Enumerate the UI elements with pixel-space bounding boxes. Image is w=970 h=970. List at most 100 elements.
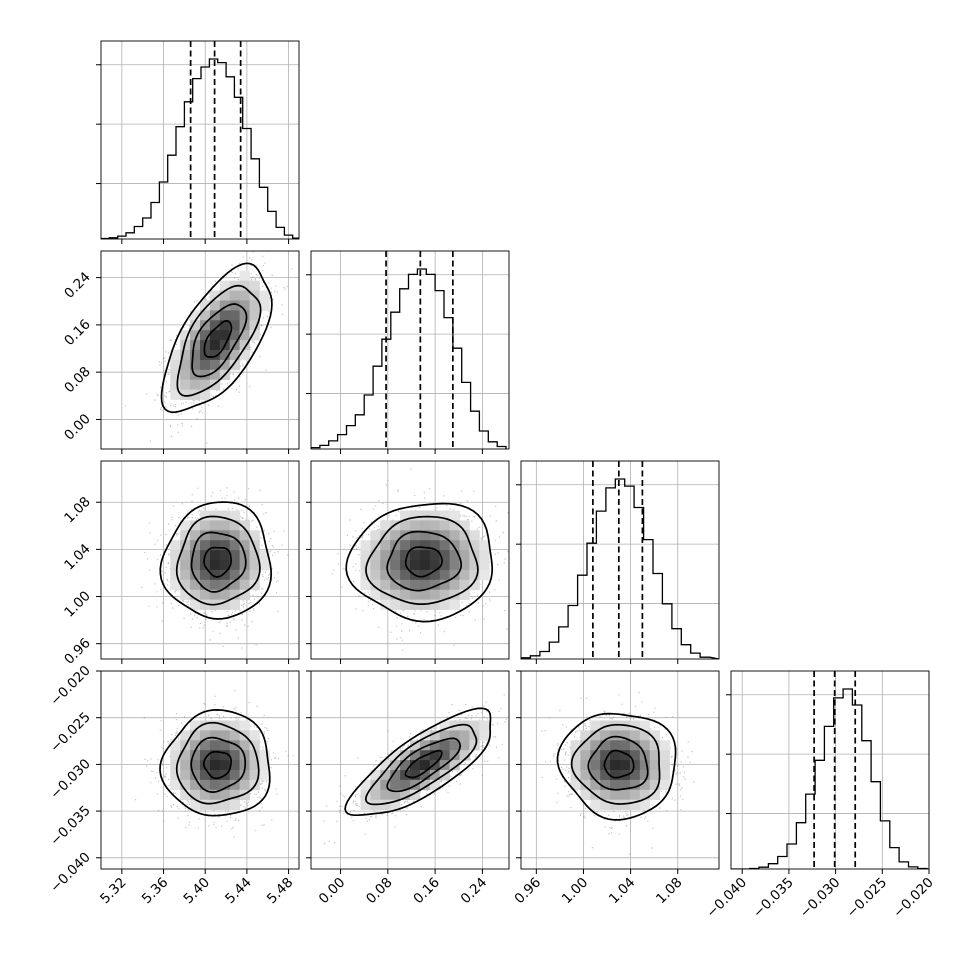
density-cell bbox=[620, 799, 631, 810]
density-cell bbox=[190, 789, 201, 801]
y-tick-label: 1.00 bbox=[61, 588, 94, 621]
x-tick-label: 5.36 bbox=[139, 875, 172, 908]
density-cell bbox=[629, 730, 641, 741]
density-cell bbox=[209, 359, 221, 371]
density-cell bbox=[249, 550, 260, 561]
density-cell bbox=[600, 750, 611, 761]
density-cell bbox=[429, 750, 441, 761]
density-cell bbox=[219, 310, 231, 321]
density-cell bbox=[170, 750, 181, 761]
x-tick-label: 0.08 bbox=[363, 875, 396, 908]
density-cell bbox=[190, 320, 201, 331]
density-cell bbox=[259, 560, 270, 571]
density-cell bbox=[600, 779, 611, 791]
density-cell bbox=[610, 760, 621, 771]
density-cell bbox=[610, 779, 621, 791]
density-cell bbox=[390, 569, 401, 581]
density-cell bbox=[190, 720, 201, 731]
density-cell bbox=[400, 569, 411, 581]
density-cell bbox=[170, 760, 181, 771]
density-cell bbox=[380, 550, 391, 561]
density-cell bbox=[610, 750, 621, 761]
density-cell bbox=[239, 530, 250, 541]
density-cell bbox=[180, 589, 191, 600]
density-cell bbox=[200, 359, 211, 371]
density-cell bbox=[479, 540, 490, 551]
density-cell bbox=[659, 779, 670, 791]
density-cell bbox=[170, 379, 181, 390]
density-cell bbox=[209, 579, 221, 591]
density-cell bbox=[459, 560, 470, 571]
density-cell bbox=[190, 310, 201, 321]
density-cell bbox=[649, 770, 660, 781]
density-cell bbox=[239, 720, 250, 731]
density-cell bbox=[429, 589, 441, 600]
x-tick-label: −0.030 bbox=[797, 875, 844, 922]
y-tick-label: −0.035 bbox=[47, 803, 94, 850]
density-cell bbox=[459, 540, 470, 551]
density-cell bbox=[190, 589, 201, 600]
density-cell bbox=[249, 530, 260, 541]
density-cell bbox=[610, 789, 621, 801]
density-cell bbox=[620, 730, 631, 741]
density-cell bbox=[209, 720, 221, 731]
density-cell bbox=[419, 730, 431, 741]
density-cell bbox=[629, 789, 641, 801]
density-cell bbox=[209, 750, 221, 761]
density-cell bbox=[200, 530, 211, 541]
density-cell bbox=[219, 350, 231, 361]
density-cell bbox=[429, 510, 441, 521]
density-cell bbox=[410, 530, 421, 541]
histogram-0 bbox=[101, 58, 299, 239]
density-cell bbox=[229, 730, 240, 741]
density-cell bbox=[209, 290, 221, 301]
density-cell bbox=[239, 540, 250, 551]
density-cell bbox=[209, 770, 221, 781]
contour-level-1 bbox=[386, 737, 462, 793]
density-cell bbox=[590, 750, 601, 761]
density-cell bbox=[180, 330, 191, 341]
density-cell bbox=[209, 379, 221, 390]
density-cell bbox=[659, 750, 670, 761]
density-cell bbox=[449, 589, 460, 600]
histogram-1 bbox=[311, 268, 507, 449]
contour-level-2 bbox=[365, 515, 479, 605]
density-cell bbox=[180, 389, 191, 400]
density-cell bbox=[439, 589, 450, 600]
density-cell bbox=[479, 720, 490, 731]
density-cell bbox=[469, 579, 480, 591]
density-cell bbox=[180, 540, 191, 551]
density-cell bbox=[459, 520, 470, 531]
scatter-panel-2-3 bbox=[516, 670, 720, 874]
density-cell bbox=[229, 799, 240, 810]
density-cell bbox=[459, 720, 470, 731]
density-cell bbox=[620, 750, 631, 761]
density-cell bbox=[180, 359, 191, 371]
density-cell bbox=[410, 579, 421, 591]
density-cell bbox=[370, 569, 381, 581]
density-cell bbox=[170, 560, 181, 571]
density-cell bbox=[239, 350, 250, 361]
density-cell bbox=[479, 560, 490, 571]
density-cell bbox=[600, 760, 611, 771]
density-cell bbox=[229, 540, 240, 551]
density-cell bbox=[429, 599, 441, 610]
density-cell bbox=[229, 550, 240, 561]
density-cell bbox=[469, 530, 480, 541]
density-cell bbox=[649, 750, 660, 761]
density-cell bbox=[360, 789, 371, 801]
density-cell bbox=[209, 740, 221, 751]
contour-level-2 bbox=[176, 284, 262, 397]
density-cell bbox=[219, 779, 231, 791]
density-cell bbox=[229, 789, 240, 801]
density-cell bbox=[200, 569, 211, 581]
density-cell bbox=[190, 799, 201, 810]
density-cell bbox=[229, 310, 240, 321]
density-cell bbox=[219, 300, 231, 311]
density-cell bbox=[170, 350, 181, 361]
density-cell bbox=[479, 569, 490, 581]
density-cell bbox=[209, 520, 221, 531]
density-cell bbox=[249, 300, 260, 311]
density-cell bbox=[439, 510, 450, 521]
